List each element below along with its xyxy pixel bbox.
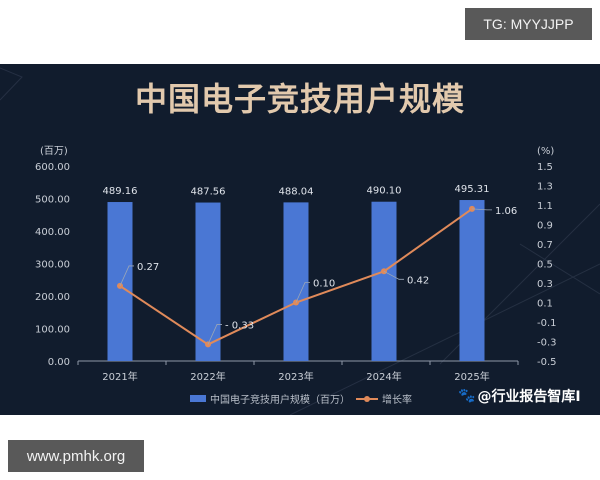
left-axis-tick: 300.00: [35, 260, 70, 271]
chart-legend: 中国电子竞技用户规模（百万） 增长率: [190, 391, 412, 406]
x-axis-tick: 2024年: [366, 370, 401, 383]
left-axis-unit: (百万): [40, 145, 68, 157]
line-value-label: 0.27: [137, 262, 159, 273]
top-watermark-tag: TG: MYYJJPP: [465, 8, 592, 40]
x-axis-tick: 2023年: [278, 370, 313, 383]
x-axis-tick: 2025年: [454, 370, 489, 383]
right-axis-tick: 0.9: [537, 221, 553, 232]
legend-item-users[interactable]: 中国电子竞技用户规模（百万）: [190, 391, 350, 406]
bar: [195, 202, 221, 361]
left-axis-tick: 600.00: [35, 162, 70, 173]
right-axis-tick: -0.5: [537, 357, 557, 368]
right-axis-tick: 0.5: [537, 260, 553, 271]
chart-panel: (百万) 0.00 100.00 200.00 300.00 400.00 500.00 60…: [0, 64, 600, 415]
right-axis-tick: 1.5: [537, 162, 553, 173]
right-axis-tick: -0.1: [537, 318, 557, 329]
line-swatch-icon: [356, 395, 378, 402]
bar: [107, 202, 133, 361]
bar-value-label: 490.10: [367, 186, 402, 197]
right-axis-tick: 1.3: [537, 182, 553, 193]
bar: [283, 202, 309, 361]
left-axis-tick: 0.00: [48, 357, 70, 368]
right-axis-tick: 0.7: [537, 240, 553, 251]
source-watermark: 🐾 @行业报告智库I: [458, 386, 581, 406]
right-axis-tick: 0.1: [537, 299, 553, 310]
x-axis-tick: 2021年: [102, 370, 137, 383]
bar: [371, 201, 397, 361]
bottom-watermark-tag: www.pmhk.org: [8, 440, 144, 472]
line-value-label: 1.06: [495, 206, 517, 217]
line-value-label: 0.10: [313, 279, 335, 290]
bar-value-label: 495.31: [455, 184, 490, 195]
watermark-text: @行业报告智库I: [477, 389, 581, 405]
bar-value-label: 489.16: [103, 186, 138, 197]
left-axis-tick: 500.00: [35, 195, 70, 206]
right-axis-tick: -0.3: [537, 338, 557, 349]
right-axis-tick: 1.1: [537, 201, 553, 212]
bar-swatch-icon: [190, 395, 206, 402]
bar: [459, 200, 485, 361]
x-axis-tick: 2022年: [190, 370, 225, 383]
left-axis-tick: 100.00: [35, 325, 70, 336]
line-value-label: 0.42: [407, 275, 429, 286]
legend-label-users: 中国电子竞技用户规模（百万）: [210, 395, 350, 406]
chart-title: 中国电子竞技用户规模: [134, 80, 465, 118]
line-point: [381, 268, 387, 275]
line-value-label: - 0.33: [225, 320, 254, 331]
bar-series: 489.16 487.56 488.04 490.10 495.31: [103, 184, 490, 361]
bar-value-label: 487.56: [191, 187, 226, 198]
left-axis-tick: 400.00: [35, 227, 70, 238]
left-axis-tick: 200.00: [35, 292, 70, 303]
legend-item-growth[interactable]: 增长率: [356, 391, 412, 406]
paw-icon: 🐾: [458, 388, 476, 404]
right-axis-unit: (%): [537, 146, 554, 157]
right-axis-tick: 0.3: [537, 279, 553, 290]
chart-canvas: (百万) 0.00 100.00 200.00 300.00 400.00 500.00 60…: [0, 67, 600, 415]
legend-label-growth: 增长率: [382, 395, 412, 406]
bar-value-label: 488.04: [279, 186, 314, 197]
line-series: 0.27 - 0.33 0.10 0.42 1.06: [117, 205, 517, 348]
